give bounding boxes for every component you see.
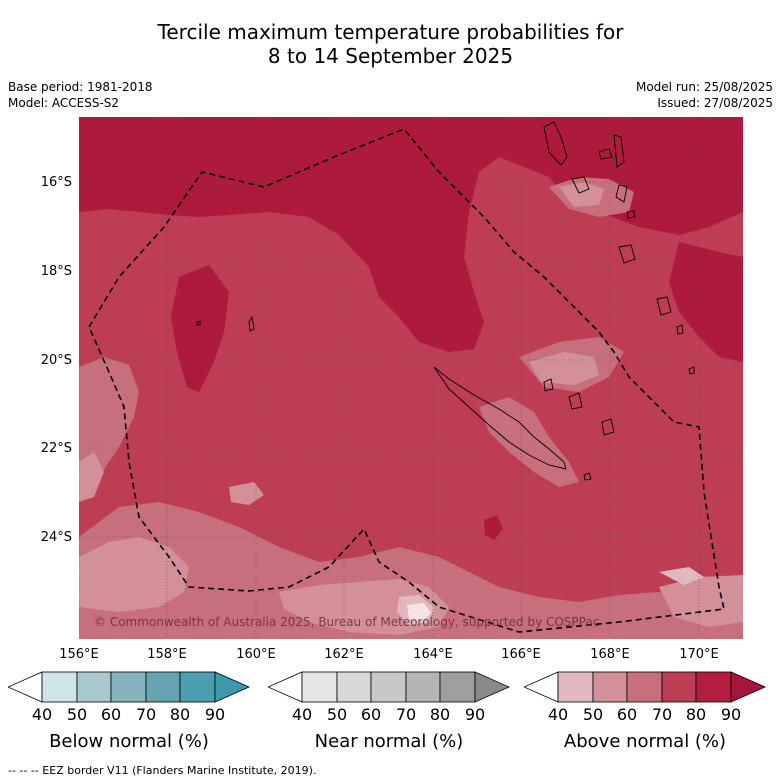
issued-date: Issued: 27/08/2025 bbox=[657, 96, 773, 110]
field-above-50-east bbox=[659, 567, 704, 585]
meta-left: Base period: 1981-2018 Model: ACCESS-S2 bbox=[8, 79, 153, 111]
meta-right: Model run: 25/08/2025 Issued: 27/08/2025 bbox=[636, 79, 773, 111]
field-above-60-east bbox=[529, 352, 599, 385]
cb-above-70 bbox=[626, 671, 663, 703]
cb-above-arrow-left bbox=[524, 671, 559, 703]
cb-below-50 bbox=[41, 671, 78, 703]
cb-above-tick-80: 80 bbox=[685, 705, 707, 724]
cb-above-tick-60: 60 bbox=[616, 705, 638, 724]
cb-near-arrow-left bbox=[268, 671, 303, 703]
field-above-90-east bbox=[669, 242, 743, 362]
colorbar-above-normal bbox=[524, 671, 766, 703]
cb-near-70 bbox=[370, 671, 407, 703]
cb-above-label: Above normal (%) bbox=[563, 731, 727, 752]
cb-near-label: Near normal (%) bbox=[314, 731, 464, 752]
cb-below-80 bbox=[145, 671, 181, 703]
field-above-90-spot bbox=[484, 515, 503, 540]
isle-of-pines bbox=[583, 472, 592, 481]
copyright-text: © Commonwealth of Australia 2025, Bureau… bbox=[94, 615, 599, 629]
cb-above-90 bbox=[695, 671, 732, 703]
lon-label-158e: 158°E bbox=[147, 647, 187, 662]
cb-below-tick-90: 90 bbox=[204, 705, 226, 724]
field-above-60-ne bbox=[559, 182, 604, 207]
cb-below-70 bbox=[110, 671, 147, 703]
cb-above-arrow-right bbox=[730, 671, 766, 703]
cb-above-tick-40: 40 bbox=[547, 705, 569, 724]
lon-label-156e: 156°E bbox=[59, 647, 99, 662]
eez-border bbox=[88, 128, 725, 633]
cb-below-arrow-right bbox=[214, 671, 250, 703]
lat-label-18s: 18°S bbox=[40, 264, 72, 279]
field-above-50-white bbox=[407, 603, 431, 621]
cb-below-tick-70: 70 bbox=[135, 705, 157, 724]
probability-map: © Commonwealth of Australia 2025, Bureau… bbox=[79, 117, 743, 639]
colorbar-below-normal bbox=[8, 671, 250, 703]
cb-above-tick-70: 70 bbox=[651, 705, 673, 724]
vanuatu-islands bbox=[543, 121, 695, 375]
cb-near-90 bbox=[439, 671, 476, 703]
cb-below-tick-50: 50 bbox=[66, 705, 88, 724]
cb-near-tick-50: 50 bbox=[326, 705, 348, 724]
cb-near-arrow-right bbox=[474, 671, 510, 703]
lat-label-24s: 24°S bbox=[40, 530, 72, 545]
field-above-60-southwest bbox=[79, 537, 189, 612]
lat-label-16s: 16°S bbox=[40, 175, 72, 190]
cb-near-tick-40: 40 bbox=[291, 705, 313, 724]
chesterfield-reefs bbox=[196, 315, 255, 332]
field-above-70-center bbox=[479, 397, 579, 487]
cb-below-label: Below normal (%) bbox=[49, 731, 209, 752]
cb-near-80 bbox=[405, 671, 441, 703]
lon-label-168e: 168°E bbox=[590, 647, 630, 662]
cb-above-tick-90: 90 bbox=[720, 705, 742, 724]
title-line-2: 8 to 14 September 2025 bbox=[267, 44, 514, 68]
model-name: Model: ACCESS-S2 bbox=[8, 96, 120, 110]
lon-label-162e: 162°E bbox=[324, 647, 364, 662]
cb-near-tick-90: 90 bbox=[464, 705, 486, 724]
cb-above-60 bbox=[592, 671, 628, 703]
new-caledonia-island bbox=[433, 366, 567, 470]
field-above-60-center bbox=[229, 482, 264, 505]
eez-footnote: -- -- -- EEZ border V11 (Flanders Marine… bbox=[8, 764, 317, 777]
lon-label-164e: 164°E bbox=[413, 647, 453, 662]
cb-above-tick-50: 50 bbox=[582, 705, 604, 724]
lat-label-22s: 22°S bbox=[40, 441, 72, 456]
cb-below-arrow-left bbox=[8, 671, 43, 703]
cb-near-tick-60: 60 bbox=[360, 705, 382, 724]
cb-above-80 bbox=[661, 671, 697, 703]
cb-near-50 bbox=[301, 671, 338, 703]
lat-label-20s: 20°S bbox=[40, 353, 72, 368]
cb-near-tick-70: 70 bbox=[395, 705, 417, 724]
field-above-90-north bbox=[79, 117, 743, 352]
base-period: Base period: 1981-2018 bbox=[8, 80, 153, 94]
grid-lines bbox=[79, 117, 743, 639]
cb-below-tick-80: 80 bbox=[169, 705, 191, 724]
loyalty-islands bbox=[543, 378, 615, 436]
lon-label-160e: 160°E bbox=[236, 647, 276, 662]
colorbar-near-normal bbox=[268, 671, 510, 703]
field-above-60-west bbox=[79, 452, 104, 502]
cb-below-90 bbox=[179, 671, 216, 703]
cb-below-tick-60: 60 bbox=[100, 705, 122, 724]
cb-near-60 bbox=[336, 671, 372, 703]
lon-label-166e: 166°E bbox=[501, 647, 541, 662]
field-above-70-south bbox=[79, 502, 743, 639]
chart-title: Tercile maximum temperature probabilitie… bbox=[0, 20, 781, 68]
cb-near-tick-80: 80 bbox=[429, 705, 451, 724]
lon-label-170e: 170°E bbox=[679, 647, 719, 662]
cb-below-tick-40: 40 bbox=[31, 705, 53, 724]
title-line-1: Tercile maximum temperature probabilitie… bbox=[157, 20, 624, 44]
cb-below-60 bbox=[76, 671, 112, 703]
cb-above-50 bbox=[557, 671, 594, 703]
model-run: Model run: 25/08/2025 bbox=[635, 80, 773, 94]
